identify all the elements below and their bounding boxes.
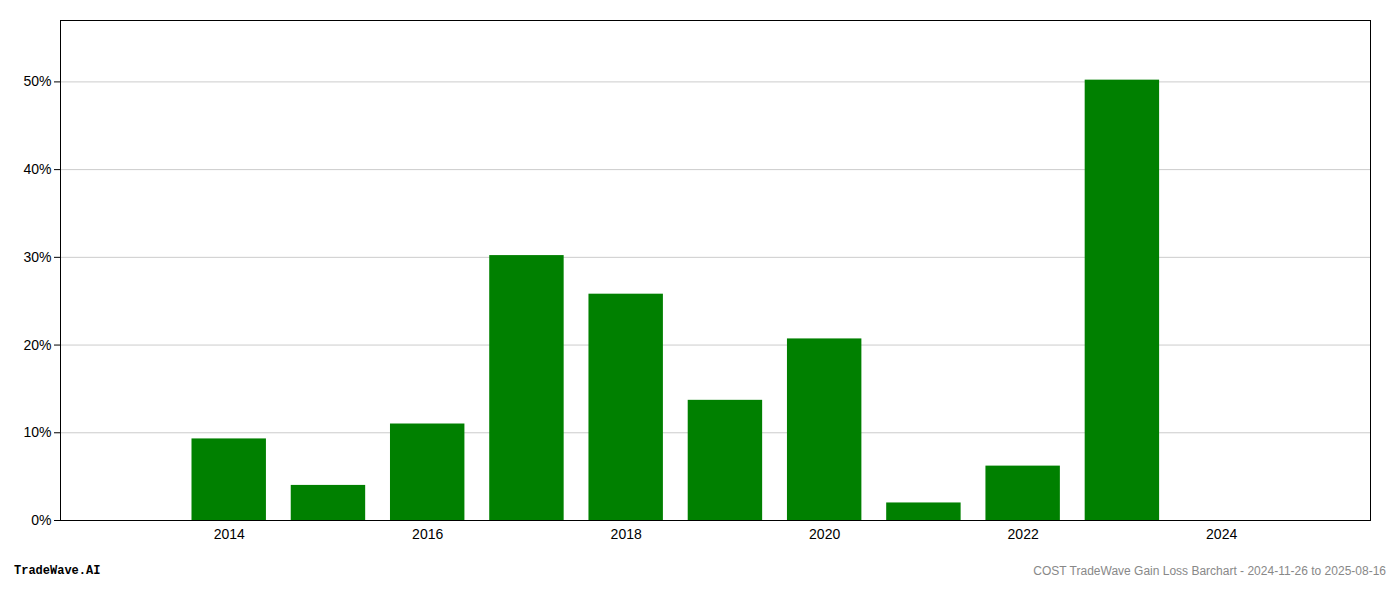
svg-text:2018: 2018 (611, 526, 642, 542)
svg-text:0%: 0% (31, 512, 51, 528)
svg-text:2014: 2014 (214, 526, 245, 542)
svg-text:20%: 20% (23, 337, 51, 353)
html-text:TradeWave.AI: TradeWave.AI (14, 564, 101, 578)
svg-text:10%: 10% (23, 424, 51, 440)
svg-text:2020: 2020 (809, 526, 840, 542)
svg-text:50%: 50% (23, 73, 51, 89)
svg-text:40%: 40% (23, 161, 51, 177)
html-text:COST TradeWave Gain Loss Barch: COST TradeWave Gain Loss Barchart - 2024… (1033, 564, 1386, 578)
svg-text:2024: 2024 (1206, 526, 1237, 542)
svg-text:2016: 2016 (412, 526, 443, 542)
svg-text:30%: 30% (23, 249, 51, 265)
svg-text:2022: 2022 (1008, 526, 1039, 542)
